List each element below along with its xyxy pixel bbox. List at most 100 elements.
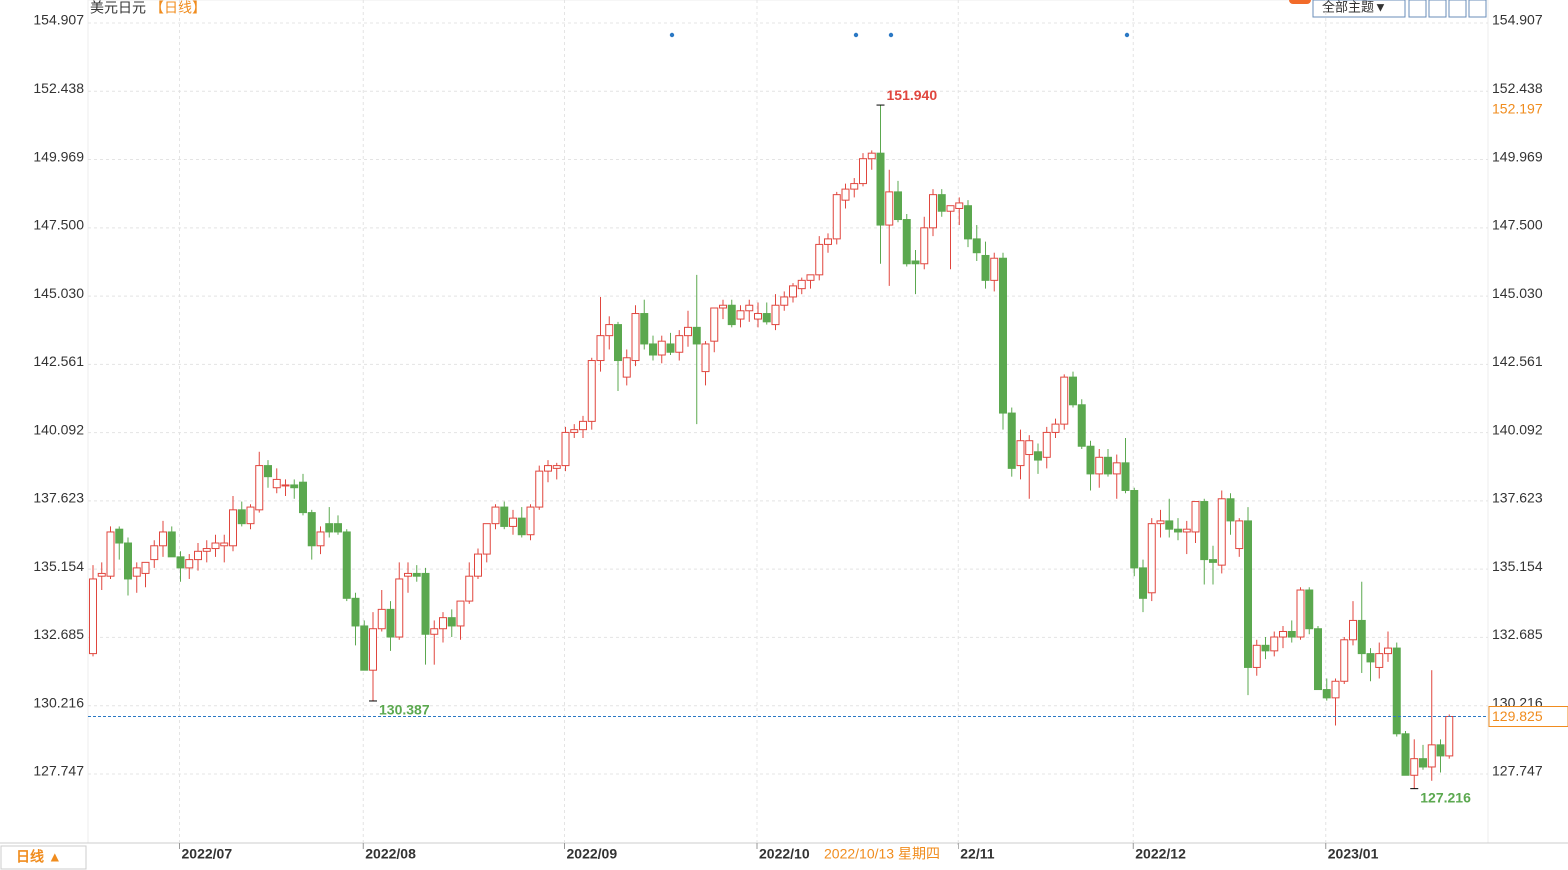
candle-body <box>202 548 211 552</box>
y-tick-label: 130.216 <box>33 694 84 710</box>
candle-body <box>377 608 386 630</box>
icon-button[interactable] <box>1408 0 1427 18</box>
candle-body <box>97 572 106 577</box>
crosshair-date-box <box>820 845 958 865</box>
y-tick-label-right: 145.030 <box>1492 285 1543 301</box>
candle-body <box>159 531 167 547</box>
candle-body <box>281 484 290 487</box>
candle-body <box>1357 619 1366 655</box>
candle-body <box>649 343 657 356</box>
candle-body <box>342 531 351 599</box>
y-tick-label: 137.623 <box>33 490 84 506</box>
candle-body <box>605 324 614 337</box>
candle-body <box>1095 456 1104 475</box>
candle-body <box>1401 733 1410 776</box>
candle-body <box>710 307 719 342</box>
candle-body <box>395 578 404 638</box>
grid <box>88 0 1488 843</box>
x-tick-label: 2022/10 <box>759 846 810 862</box>
y-tick-label: 142.561 <box>33 353 84 369</box>
candle-body <box>1252 644 1261 668</box>
candle-body <box>526 506 535 536</box>
candle-body <box>272 478 281 489</box>
candle-body <box>220 542 229 547</box>
event-dot[interactable] <box>1124 32 1130 38</box>
candles <box>89 105 1454 789</box>
logo-tab <box>1289 0 1311 4</box>
candle-body <box>229 509 237 547</box>
candle-body <box>1279 630 1287 638</box>
candle-body <box>1121 462 1130 491</box>
event-dot[interactable] <box>669 32 675 38</box>
period-button-box[interactable] <box>0 845 87 870</box>
candle-body <box>325 523 334 533</box>
candle-body <box>1069 376 1077 406</box>
candle-body <box>1296 589 1305 638</box>
candle-body <box>771 304 780 326</box>
candle-body <box>789 285 797 298</box>
candle-body <box>1261 644 1270 652</box>
candle-body <box>692 326 701 345</box>
candle-body <box>351 597 360 627</box>
event-markers <box>669 32 1130 38</box>
theme-button[interactable]: 全部主题▼ <box>1322 0 1387 14</box>
y-tick-label-right: 149.969 <box>1492 148 1543 164</box>
candle-body <box>955 202 964 209</box>
candle-body <box>1200 501 1209 561</box>
event-dot[interactable] <box>888 32 894 38</box>
candle-body <box>1419 758 1427 768</box>
theme-button-box[interactable] <box>1312 0 1406 18</box>
y-tick-label: 154.907 <box>33 12 84 28</box>
candle-body <box>474 553 482 577</box>
icon-button[interactable] <box>1448 0 1467 18</box>
candle-body <box>946 205 955 212</box>
candle-body <box>675 335 684 353</box>
candle-body <box>850 183 859 190</box>
icon-button[interactable] <box>1468 0 1487 18</box>
event-dot[interactable] <box>853 32 859 38</box>
candle-body <box>1305 589 1314 630</box>
crosshair-date: 2022/10/13 星期四 <box>824 846 940 862</box>
candle-body <box>1007 412 1016 469</box>
candle-body <box>1244 520 1252 668</box>
candle-body <box>832 194 841 240</box>
candle-body <box>622 357 631 378</box>
candle-body <box>824 238 832 245</box>
period-button[interactable]: 日线 ▲ <box>16 849 62 865</box>
candle-body <box>972 238 981 254</box>
candle-body <box>1427 744 1436 768</box>
candle-body <box>1130 489 1139 569</box>
candle-body <box>666 343 675 353</box>
candle-body <box>535 470 544 508</box>
candle-body <box>430 628 439 635</box>
y-tick-label-right: 135.154 <box>1492 558 1543 574</box>
period-tag: 【日线】 <box>150 0 206 16</box>
candle-body <box>745 304 754 312</box>
candle-body <box>491 506 500 525</box>
x-tick-label: 2022/12 <box>1135 846 1186 862</box>
candle-body <box>1174 528 1182 533</box>
candle-body <box>929 194 937 229</box>
candle-body <box>841 188 850 201</box>
candle-body <box>1104 456 1112 475</box>
candle-body <box>307 512 316 547</box>
candle-body <box>1322 689 1331 699</box>
y-tick-label-right: 147.500 <box>1492 217 1543 233</box>
icon-button[interactable] <box>1428 0 1447 18</box>
y-tick-label-right: 142.561 <box>1492 353 1543 369</box>
y-tick-label: 135.154 <box>33 558 84 574</box>
candle-body <box>981 254 990 281</box>
candle-body <box>1051 423 1060 433</box>
candle-body <box>1077 404 1086 447</box>
candle-body <box>1209 559 1217 563</box>
candle-body <box>876 152 885 226</box>
candle-body <box>1445 716 1454 757</box>
candle-body <box>911 260 920 265</box>
candle-body <box>1025 440 1034 456</box>
candle-body <box>115 528 124 544</box>
y-tick-label: 132.685 <box>33 626 84 642</box>
candle-body <box>1270 636 1279 652</box>
candle-body <box>1191 501 1200 533</box>
y-tick-label-right: 127.747 <box>1492 763 1543 779</box>
candle-body <box>1384 647 1392 655</box>
